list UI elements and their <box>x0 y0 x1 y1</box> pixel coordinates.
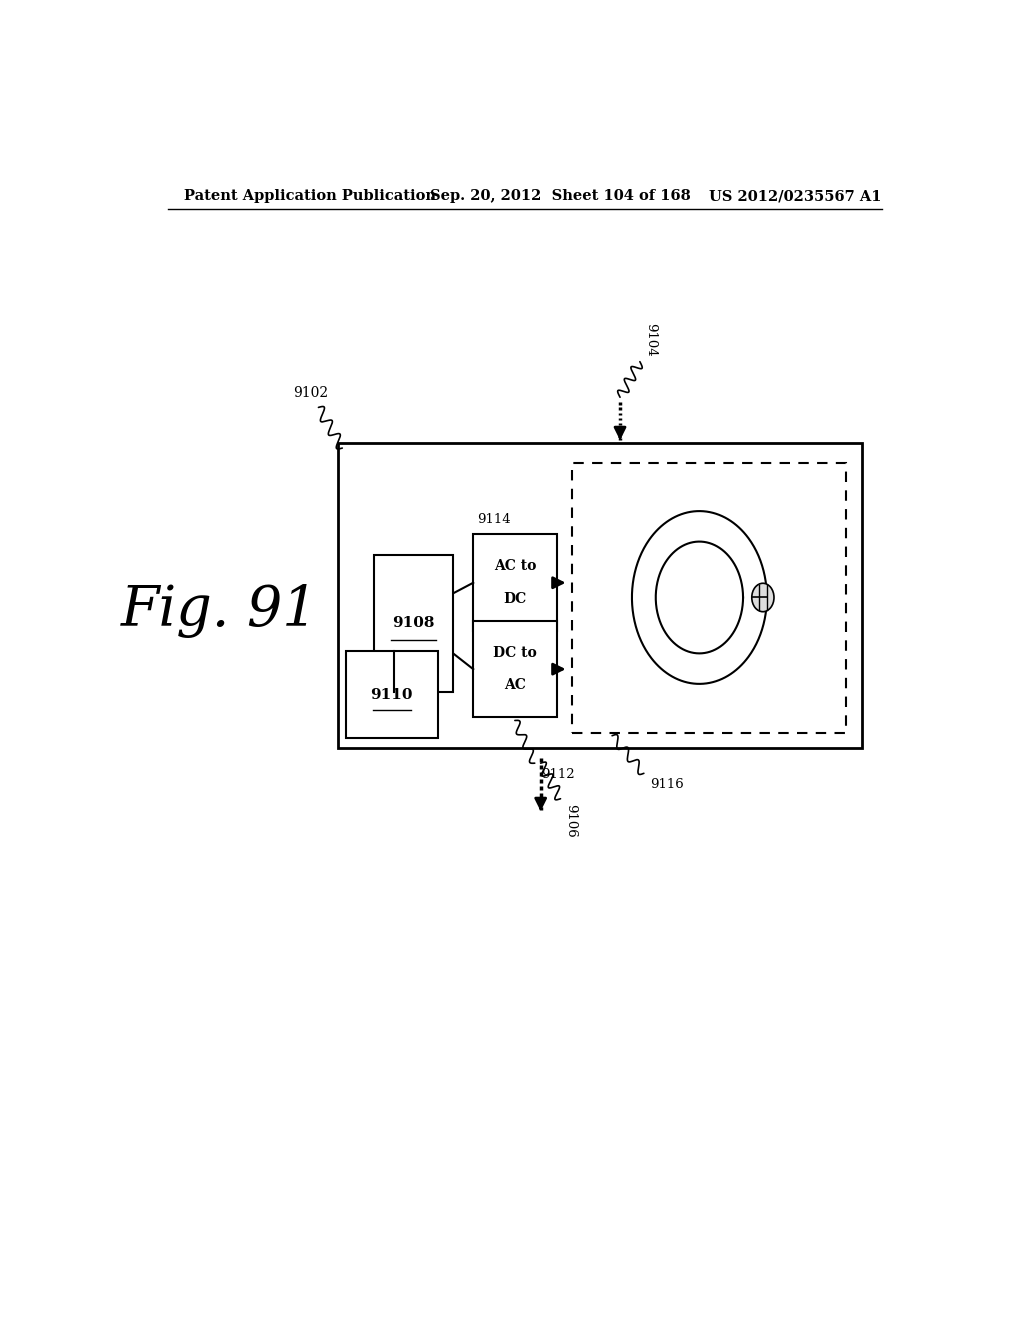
Bar <box>338 444 862 748</box>
Bar <box>473 620 557 718</box>
Text: Sep. 20, 2012  Sheet 104 of 168: Sep. 20, 2012 Sheet 104 of 168 <box>430 189 690 203</box>
Text: 9110: 9110 <box>371 688 413 701</box>
Text: 9112: 9112 <box>541 768 574 781</box>
Text: DC to: DC to <box>493 645 537 660</box>
Text: 9114: 9114 <box>477 513 511 527</box>
Bar <box>473 535 557 631</box>
Text: 9116: 9116 <box>650 779 684 792</box>
Text: 9102: 9102 <box>293 387 328 400</box>
Text: Patent Application Publication: Patent Application Publication <box>183 189 435 203</box>
Text: Fig. 91: Fig. 91 <box>121 583 318 638</box>
Text: 9108: 9108 <box>392 616 435 631</box>
Bar <box>374 554 454 692</box>
Text: AC to: AC to <box>494 560 537 573</box>
Text: 9104: 9104 <box>644 323 656 356</box>
Bar <box>572 463 846 733</box>
Text: DC: DC <box>503 591 526 606</box>
Circle shape <box>752 583 774 611</box>
Text: 9106: 9106 <box>564 804 578 838</box>
Text: AC: AC <box>504 678 525 693</box>
Bar <box>346 651 437 738</box>
Text: US 2012/0235567 A1: US 2012/0235567 A1 <box>710 189 882 203</box>
